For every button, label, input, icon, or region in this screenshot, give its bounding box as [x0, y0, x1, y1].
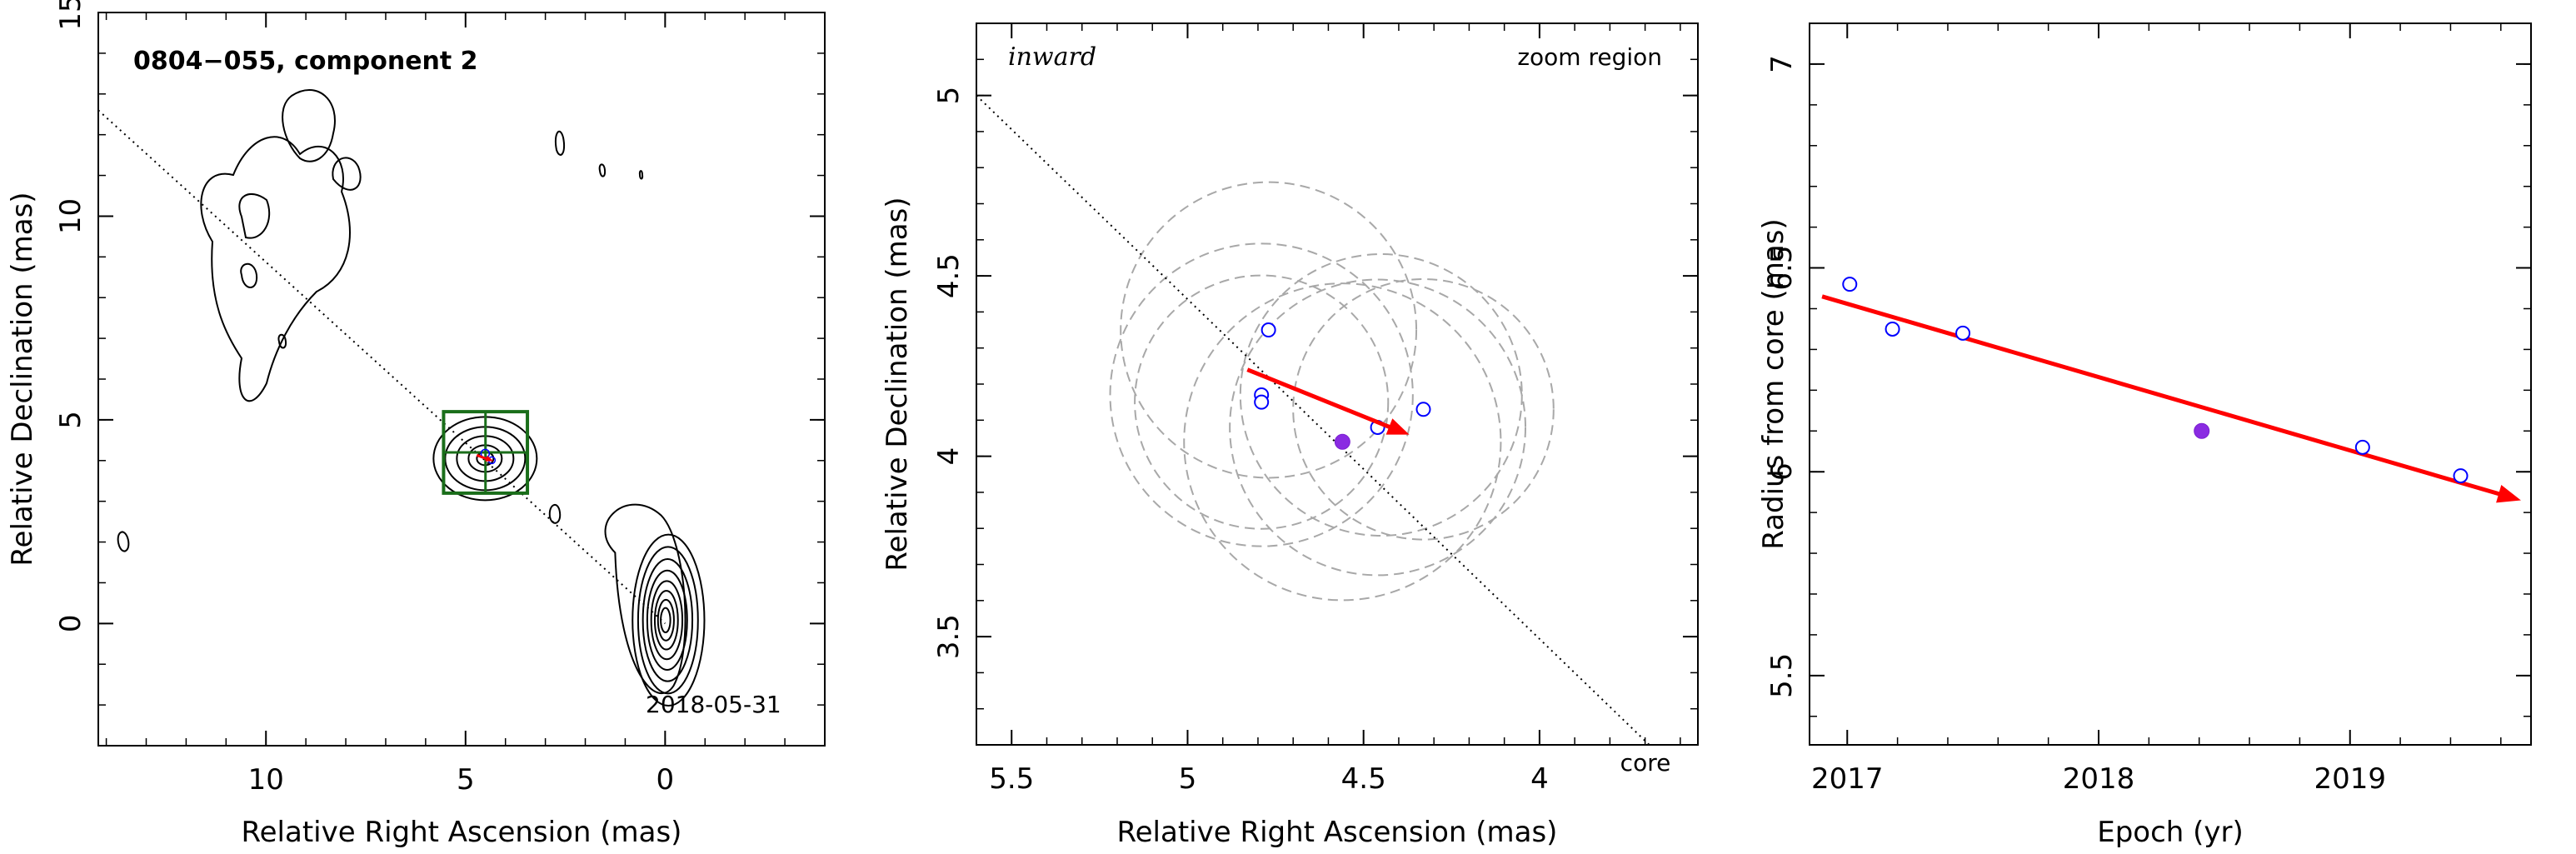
middle-ytick-label: 5: [932, 87, 966, 105]
right-xtick-label: 2019: [2314, 762, 2386, 796]
middle-ytick-label: 3.5: [932, 614, 966, 659]
error-circle: [1229, 278, 1527, 577]
middle-xtick-label: 4: [1530, 762, 1549, 796]
right-open-point: [1885, 321, 1900, 337]
left-plot-frame: [97, 12, 826, 747]
error-circle: [1183, 282, 1502, 602]
core-contour: [660, 607, 671, 633]
core-contour: [656, 598, 675, 642]
middle-filled-point: [1334, 433, 1350, 450]
core-contour: [632, 533, 706, 707]
middle-panel: 5.5 5 4.5 4 3.5 4 4.5 5 inward zoom region core…: [881, 22, 1699, 849]
middle-direction-line: [976, 94, 1651, 745]
core-contour: [646, 569, 688, 671]
fit-line: [1821, 294, 2503, 497]
left-xtick-label: 10: [248, 763, 284, 797]
fit-arrow-head: [2496, 484, 2521, 503]
core-contour: [653, 590, 679, 651]
left-ytick-label: 0: [54, 615, 87, 633]
jet-contour: [238, 192, 271, 239]
middle-xtick-label: 5.5: [989, 762, 1034, 796]
core-contour: [637, 546, 699, 695]
right-plot-frame: [1809, 22, 2532, 746]
middle-xlabel: Relative Right Ascension (mas): [1117, 816, 1558, 849]
left-date-label: 2018-05-31: [646, 691, 781, 718]
left-panel: 10 5 0 0 5 10 15 0804−055, component 2 2018-05…: [6, 0, 826, 849]
right-open-point: [1842, 277, 1858, 292]
left-ytick-label: 15: [54, 0, 87, 31]
right-ytick-label: 6.5: [1765, 246, 1799, 291]
error-circle: [1239, 253, 1523, 537]
jet-contour: [638, 170, 644, 180]
middle-xtick-label: 5: [1179, 762, 1197, 796]
middle-open-point: [1254, 394, 1270, 410]
jet-contour: [240, 262, 258, 288]
middle-plot-frame: [976, 22, 1699, 746]
middle-motion-arrow-head: [1385, 418, 1410, 435]
jet-contour: [117, 531, 130, 552]
middle-ylabel: Relative Declination (mas): [881, 197, 914, 571]
left-xlabel: Relative Right Ascension (mas): [242, 816, 682, 849]
left-ylabel: Relative Declination (mas): [6, 192, 39, 566]
error-circle: [1109, 242, 1414, 547]
jet-contour: [277, 333, 287, 349]
left-xtick-label: 0: [656, 763, 675, 797]
middle-ytick-label: 4.5: [932, 253, 966, 298]
right-ytick-label: 7: [1765, 55, 1799, 73]
jet-contour: [282, 89, 336, 162]
jet-contour: [332, 157, 362, 191]
error-circle: [1120, 181, 1418, 479]
right-panel: 2017 2018 2019 5.5 6 6.5 7 Epoch (yr) Radius f…: [1757, 22, 2532, 849]
jet-contour: [200, 136, 351, 402]
middle-xtick-label: 4.5: [1341, 762, 1386, 796]
left-direction-line: [98, 109, 666, 625]
middle-motion-arrow: [1246, 367, 1397, 432]
left-ytick-label: 10: [54, 198, 87, 234]
middle-open-point: [1415, 402, 1431, 417]
right-open-point: [2354, 439, 2370, 455]
middle-label-inward: inward: [1008, 42, 1096, 72]
middle-direction-arrow-head: [1683, 777, 1698, 792]
jet-contour: [548, 504, 562, 524]
right-xtick-label: 2017: [1811, 762, 1884, 796]
right-ylabel: Radius from core (mas): [1757, 218, 1790, 549]
right-ytick-label: 5.5: [1765, 653, 1799, 698]
jet-contour: [598, 163, 607, 177]
core-contour: [642, 558, 694, 682]
jet-contour: [555, 130, 565, 156]
core-outer-contour: [604, 503, 686, 695]
right-open-point: [1955, 325, 1971, 341]
error-circle: [1134, 274, 1390, 530]
right-xlabel: Epoch (yr): [2097, 816, 2244, 849]
middle-label-core: core: [1620, 749, 1671, 777]
right-open-point: [2453, 468, 2469, 484]
left-motion-arrow-head: [485, 455, 494, 462]
middle-open-point: [1261, 322, 1276, 338]
right-ytick-label: 6: [1765, 462, 1799, 481]
middle-label-zoom: zoom region: [1517, 43, 1662, 71]
left-xtick-label: 5: [457, 763, 475, 797]
right-xtick-label: 2018: [2063, 762, 2135, 796]
error-circle: [1292, 278, 1555, 541]
middle-ytick-label: 4: [932, 447, 966, 466]
core-contour: [650, 580, 684, 661]
left-title: 0804−055, component 2: [133, 47, 478, 76]
left-ytick-label: 5: [54, 411, 87, 429]
right-filled-point: [2194, 422, 2210, 439]
